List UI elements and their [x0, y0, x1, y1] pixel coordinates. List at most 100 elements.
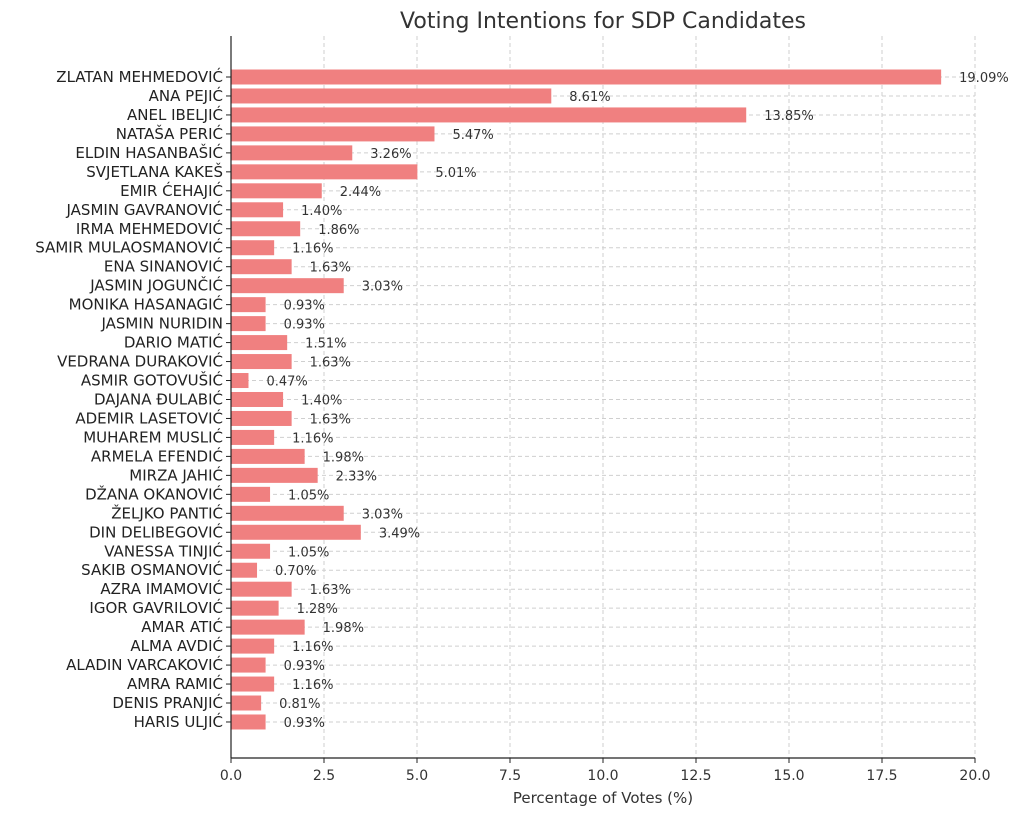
- grid-layer: [230, 36, 976, 758]
- value-label: 19.09%: [959, 71, 1009, 86]
- value-label: 1.16%: [292, 431, 333, 446]
- bar: [231, 69, 942, 85]
- value-label: 2.44%: [340, 185, 381, 200]
- category-label: JASMIN JOGUNČIĆ: [89, 276, 223, 295]
- bar: [231, 657, 266, 673]
- category-label: ANEL IBELJIĆ: [127, 105, 223, 124]
- category-label: ARMELA EFENDIĆ: [91, 446, 223, 465]
- value-label: 1.63%: [310, 583, 351, 598]
- bar: [231, 619, 305, 635]
- value-label: 3.26%: [370, 147, 411, 162]
- x-tick-label: 7.5: [499, 768, 521, 784]
- x-tick-label: 12.5: [680, 768, 711, 784]
- value-label: 0.81%: [279, 697, 320, 712]
- category-label: ZLATAN MEHMEDOVIĆ: [56, 67, 223, 86]
- value-label: 1.86%: [318, 223, 359, 238]
- value-label: 1.63%: [310, 261, 351, 276]
- bar: [231, 297, 266, 313]
- x-tick-label: 20.0: [959, 768, 990, 784]
- bar: [231, 316, 266, 332]
- value-label: 1.98%: [323, 450, 364, 465]
- bar: [231, 221, 301, 237]
- value-label: 1.16%: [292, 242, 333, 257]
- bar: [231, 145, 353, 161]
- category-label: VANESSA TINJIĆ: [104, 541, 223, 560]
- category-label: MUHAREM MUSLIĆ: [83, 427, 223, 446]
- category-label: HARIS ULJIĆ: [134, 712, 223, 731]
- x-tick-label: 0.0: [220, 768, 242, 784]
- value-label: 1.98%: [323, 621, 364, 636]
- category-label: DIN DELIBEGOVIĆ: [89, 522, 223, 541]
- category-label: MIRZA JAHIĆ: [129, 465, 223, 484]
- bar: [231, 183, 322, 199]
- bar: [231, 107, 747, 123]
- category-label: VEDRANA DURAKOVIĆ: [57, 352, 223, 371]
- category-label: JASMIN GAVRANOVIĆ: [66, 200, 223, 219]
- category-label: JASMIN NURIDIN: [100, 315, 223, 333]
- chart-title: Voting Intentions for SDP Candidates: [400, 9, 806, 34]
- bar: [231, 429, 275, 445]
- label-layer: ZLATAN MEHMEDOVIĆ 19.09% ANA PEJIĆ 8.61% ANE…: [35, 67, 1008, 731]
- value-label: 5.01%: [435, 166, 476, 181]
- category-label: ADEMIR LASETOVIĆ: [75, 408, 223, 427]
- category-label: SAMIR MULAOSMANOVIĆ: [35, 238, 223, 257]
- value-label: 8.61%: [569, 90, 610, 105]
- bar: [231, 467, 318, 483]
- value-label: 1.40%: [301, 393, 342, 408]
- category-label: AMAR ATIĆ: [141, 617, 223, 636]
- value-label: 1.63%: [310, 356, 351, 371]
- x-axis-label: Percentage of Votes (%): [513, 789, 693, 807]
- value-label: 2.33%: [336, 469, 377, 484]
- value-label: 1.40%: [301, 204, 342, 219]
- bar: [231, 164, 418, 180]
- value-label: 0.47%: [266, 375, 307, 390]
- bar: [231, 486, 271, 502]
- bar: [231, 240, 275, 256]
- x-tick-label: 5.0: [406, 768, 428, 784]
- value-label: 1.63%: [310, 412, 351, 427]
- category-label: IRMA MEHMEDOVIĆ: [76, 219, 223, 238]
- bar: [231, 259, 292, 275]
- value-label: 1.51%: [305, 337, 346, 352]
- value-label: 0.93%: [284, 299, 325, 314]
- bar: [231, 391, 284, 407]
- category-label: AZRA IMAMOVIĆ: [100, 579, 223, 598]
- value-label: 1.16%: [292, 678, 333, 693]
- value-label: 3.49%: [379, 526, 420, 541]
- category-label: IGOR GAVRILOVIĆ: [89, 598, 223, 617]
- x-tick-label: 2.5: [313, 768, 335, 784]
- bar: [231, 278, 344, 294]
- value-label: 1.16%: [292, 640, 333, 655]
- value-label: 0.70%: [275, 564, 316, 579]
- category-label: ENA SINANOVIĆ: [104, 257, 223, 276]
- value-label: 1.05%: [288, 488, 329, 503]
- category-label: MONIKA HASANAGIĆ: [69, 295, 223, 314]
- bar: [231, 638, 275, 654]
- category-label: NATAŠA PERIĆ: [116, 124, 223, 143]
- value-label: 3.03%: [362, 507, 403, 522]
- bar: [231, 562, 258, 578]
- bar: [231, 88, 552, 104]
- value-label: 13.85%: [764, 109, 814, 124]
- bar: [231, 676, 275, 692]
- bar: [231, 505, 344, 521]
- value-label: 0.93%: [284, 659, 325, 674]
- bar: [231, 373, 249, 389]
- category-label: DAJANA ĐULABIĆ: [94, 389, 223, 408]
- bar-layer: [231, 69, 942, 730]
- value-label: 0.93%: [284, 318, 325, 333]
- bar: [231, 202, 284, 218]
- bar: [231, 695, 262, 711]
- category-label: ALMA AVDIĆ: [130, 636, 223, 655]
- category-label: DARIO MATIĆ: [124, 333, 223, 352]
- category-label: EMIR ĆEHAJIĆ: [120, 181, 223, 200]
- category-label: SAKIB OSMANOVIĆ: [81, 560, 223, 579]
- category-label: ALADIN VARCAKOVIĆ: [66, 655, 223, 674]
- bar: [231, 600, 279, 616]
- bar: [231, 335, 288, 351]
- x-tick-label: 15.0: [773, 768, 804, 784]
- value-label: 1.28%: [297, 602, 338, 617]
- category-label: SVJETLANA KAKEŠ: [86, 162, 223, 181]
- tick-layer: 0.0 2.5 5.0 7.5 10.0 12.5 15.0 17.5 20.0: [220, 76, 991, 784]
